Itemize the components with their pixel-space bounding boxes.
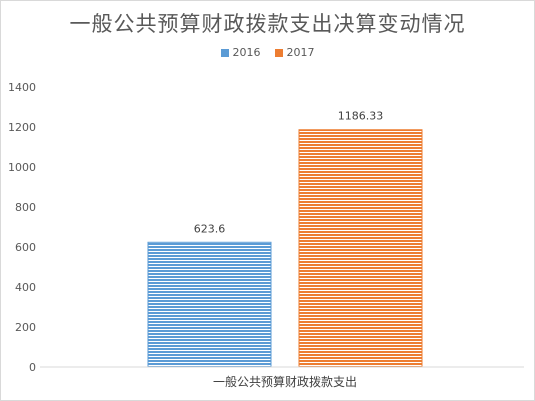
legend-swatch-2017 [274, 48, 283, 57]
data-label-2016: 623.6 [194, 222, 226, 235]
bar-2017 [298, 129, 423, 368]
category-label: 一般公共预算财政拨款支出 [213, 374, 357, 389]
data-label-2017: 1186.33 [338, 110, 384, 123]
bar-2016 [147, 241, 272, 368]
chart-legend: 2016 2017 [0, 46, 535, 59]
legend-item-2016: 2016 [220, 46, 261, 59]
y-tick-label: 1000 [8, 161, 36, 174]
legend-item-2017: 2017 [274, 46, 315, 59]
bars-group: 623.6 1186.33 [147, 110, 423, 368]
y-tick-label: 800 [15, 201, 36, 214]
y-tick-label: 400 [15, 281, 36, 294]
y-axis-ticks: 0 200 400 600 800 1000 1200 1400 [8, 81, 36, 374]
chart-title: 一般公共预算财政拨款支出决算变动情况 [69, 12, 466, 36]
y-tick-label: 1400 [8, 81, 36, 94]
y-tick-label: 200 [15, 321, 36, 334]
y-tick-label: 1200 [8, 121, 36, 134]
y-tick-label: 600 [15, 241, 36, 254]
legend-label-2016: 2016 [232, 46, 261, 59]
legend-swatch-2016 [220, 48, 229, 57]
legend-label-2017: 2017 [286, 46, 315, 59]
y-tick-label: 0 [29, 361, 36, 374]
